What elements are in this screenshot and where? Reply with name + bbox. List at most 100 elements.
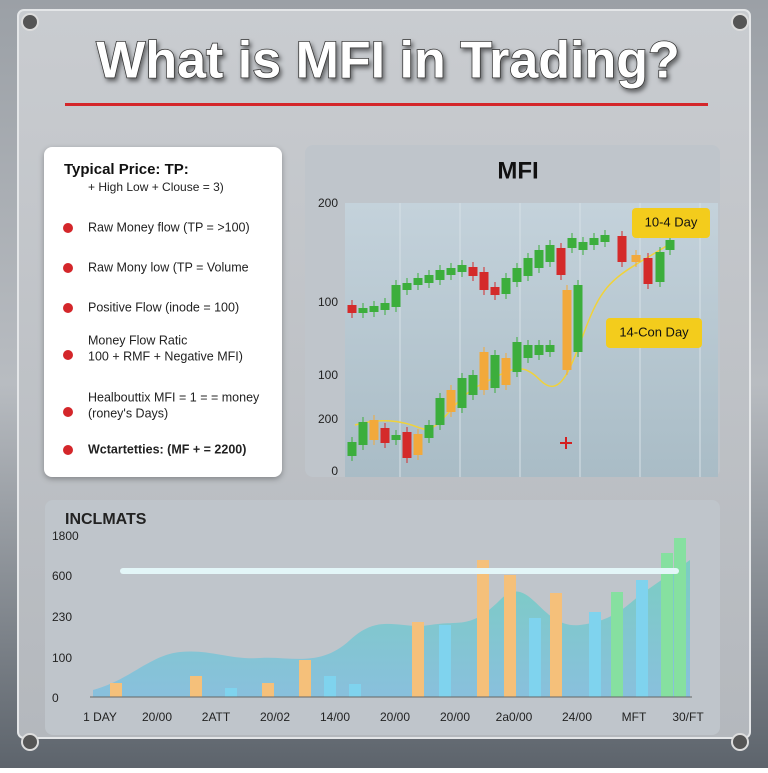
y-label: 0: [52, 691, 59, 705]
candle: [490, 355, 500, 388]
candle: [573, 285, 583, 352]
candle: [468, 267, 478, 276]
formula-card: [44, 147, 282, 477]
candle: [446, 268, 456, 275]
candle-title: MFI: [497, 157, 538, 184]
candle: [413, 434, 423, 455]
y-label: 200: [318, 196, 338, 210]
candle: [631, 255, 641, 262]
candle: [358, 422, 368, 445]
callout: 10-4 Day: [645, 214, 698, 229]
x-label: 2a0/00: [496, 710, 533, 724]
candle: [358, 308, 368, 313]
bar: [550, 593, 562, 697]
candle: [600, 235, 610, 242]
callout: 14-Con Day: [619, 324, 689, 339]
item-text: Raw Money flow (TP = >100): [88, 220, 250, 234]
bar: [225, 688, 237, 697]
item-text: Healbouttix MFI = 1 = = money: [88, 390, 260, 404]
bar: [661, 553, 673, 697]
candle: [380, 303, 390, 310]
y-label: 0: [331, 464, 338, 478]
candle: [457, 378, 467, 408]
bullet: [63, 223, 73, 233]
item-text: 100 + RMF + Negative MFI): [88, 349, 243, 363]
candle: [380, 428, 390, 443]
candle: [369, 306, 379, 312]
candle: [512, 268, 522, 282]
bar: [674, 538, 686, 697]
candle: [435, 398, 445, 425]
candle: [479, 352, 489, 390]
bullet: [63, 263, 73, 273]
candle: [512, 342, 522, 372]
bar: [299, 660, 311, 697]
candle: [655, 252, 665, 282]
bar: [504, 575, 516, 697]
y-label: 100: [52, 651, 72, 665]
x-label: 20/00: [440, 710, 470, 724]
candle: [347, 305, 357, 313]
candle: [665, 240, 675, 250]
candle: [369, 420, 379, 440]
x-label: 20/00: [142, 710, 172, 724]
item-text: Money Flow Ratic: [88, 333, 187, 347]
y-label: 1800: [52, 529, 79, 543]
candle: [402, 432, 412, 458]
candle: [523, 258, 533, 276]
bullet: [63, 407, 73, 417]
x-label: 20/02: [260, 710, 290, 724]
item-text: Raw Mony low (TP = Volume: [88, 260, 249, 274]
y-label: 100: [318, 295, 338, 309]
bullet: [63, 350, 73, 360]
candle: [424, 275, 434, 283]
x-label: 14/00: [320, 710, 350, 724]
candle: [567, 238, 577, 248]
bar: [611, 592, 623, 697]
y-label: 230: [52, 610, 72, 624]
title: What is MFI in Trading?: [96, 32, 680, 90]
candle: [457, 265, 467, 272]
candle: [435, 270, 445, 280]
bullet: [63, 303, 73, 313]
candle: [643, 258, 653, 284]
candle: [402, 283, 412, 290]
candle: [545, 345, 555, 352]
bar: [110, 683, 122, 697]
x-label: 2ATT: [202, 710, 231, 724]
bullet: [63, 445, 73, 455]
bar: [324, 676, 336, 697]
y-label: 600: [52, 569, 72, 583]
callout-box: [632, 208, 710, 238]
candle: [562, 290, 572, 370]
bar: [529, 618, 541, 697]
item-text: Wctartetties: (MF + = 2200): [88, 442, 246, 456]
marker: [560, 437, 572, 449]
candle: [391, 285, 401, 307]
x-label: 1 DAY: [83, 710, 117, 724]
bar: [439, 625, 451, 697]
x-label: 20/00: [380, 710, 410, 724]
candle: [479, 272, 489, 290]
candle: [501, 358, 511, 385]
title-underline: [65, 103, 708, 106]
bar: [349, 684, 361, 697]
bar: [262, 683, 274, 697]
candle: [545, 245, 555, 262]
bar: [477, 560, 489, 697]
bar: [190, 676, 202, 697]
candle: [523, 345, 533, 358]
x-label: MFT: [622, 710, 647, 724]
bar-title: INCLMATS: [65, 511, 147, 528]
x-label: 30/FT: [672, 710, 704, 724]
candle: [578, 242, 588, 250]
x-label: 24/00: [562, 710, 592, 724]
candle: [446, 390, 456, 412]
screws: [21, 13, 749, 751]
bar: [589, 612, 601, 697]
candle: [589, 238, 599, 245]
candle: [391, 435, 401, 440]
item-text: (roney's Days): [88, 406, 168, 420]
candle: [413, 278, 423, 285]
